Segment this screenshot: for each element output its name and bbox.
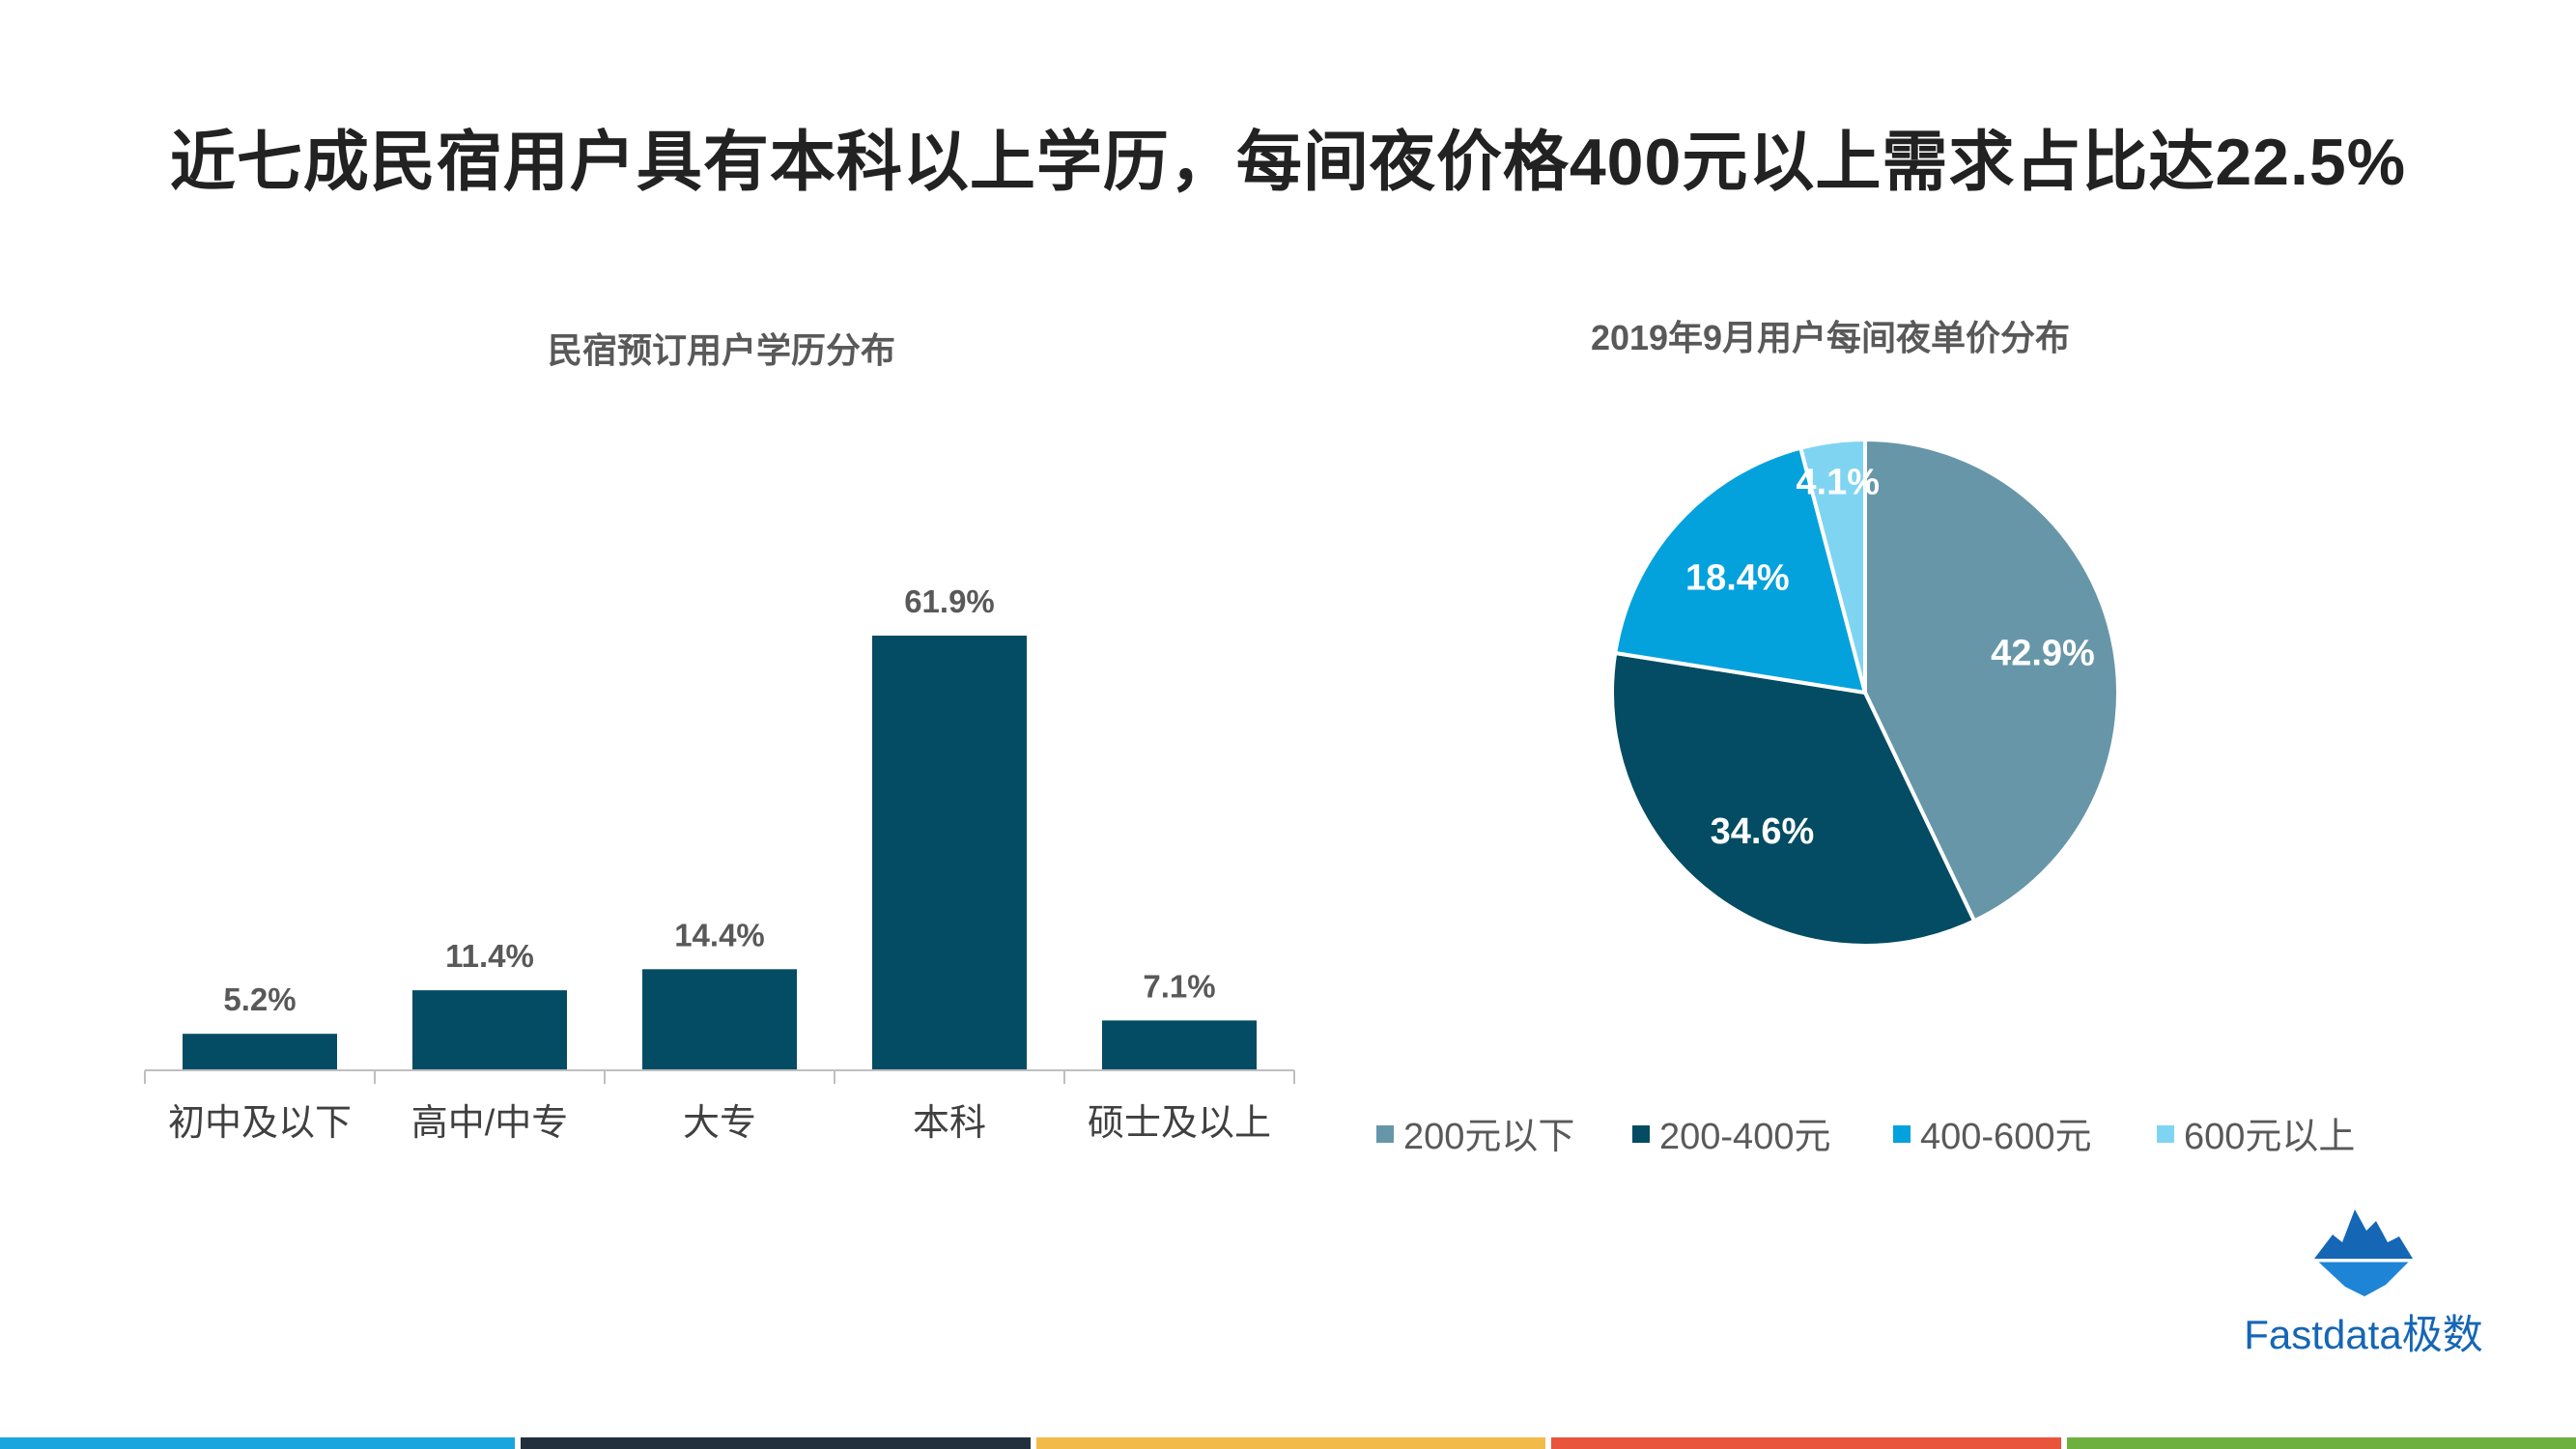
bottom-color-bar (1551, 1437, 2061, 1449)
fastdata-logo: Fastdata极数 (2244, 1209, 2483, 1357)
bar-4 (872, 636, 1027, 1070)
pie-chart-title: 2019年9月用户每间夜单价分布 (1591, 318, 2070, 357)
legend-swatch (1632, 1125, 1650, 1143)
bottom-color-bar (1035, 1437, 1546, 1449)
pie-value-label: 18.4% (1685, 558, 1790, 599)
bar-1 (183, 1034, 337, 1070)
x-tick-label: 大专 (683, 1103, 756, 1144)
legend-label: 600元以上 (2184, 1117, 2355, 1157)
bar-value-label: 7.1% (1143, 968, 1215, 1004)
legend-label: 400-600元 (1920, 1117, 2091, 1157)
legend-label: 200元以下 (1403, 1117, 1574, 1157)
bar-3 (642, 969, 797, 1070)
bar-value-label: 61.9% (904, 583, 995, 619)
logo-text: Fastdata极数 (2244, 1312, 2482, 1357)
x-tick-label: 初中及以下 (168, 1103, 352, 1144)
legend-swatch (1376, 1125, 1394, 1143)
pie-value-label: 42.9% (1991, 633, 2095, 673)
pie-slice-3 (1612, 445, 1868, 696)
x-tick-label: 高中/中专 (411, 1103, 569, 1144)
bar-5 (1102, 1020, 1257, 1070)
pie-value-label: 4.1% (1796, 463, 1880, 503)
pie-chart: 2019年9月用户每间夜单价分布 42.9% 34.6% 18.4% 4.1% 200… (1376, 318, 2355, 1157)
pie-slice-4 (1798, 437, 1867, 694)
bar-value-label: 11.4% (445, 938, 534, 974)
bar-2 (412, 990, 567, 1070)
bottom-color-bar (521, 1437, 1031, 1449)
x-tick-label: 本科 (913, 1103, 986, 1144)
bar-chart: 民宿预订用户学历分布 5.2% 11.4% 14.4% 61.9% 7.1% 初中及以下… (144, 330, 1295, 1144)
legend-swatch (1893, 1125, 1911, 1143)
legend-swatch (2157, 1125, 2174, 1143)
bar-value-label: 14.4% (674, 917, 765, 952)
pie-slice-1 (1863, 437, 2120, 924)
pie-value-label: 34.6% (1711, 811, 1815, 852)
pie-slice-2 (1610, 650, 1977, 948)
bar-value-label: 5.2% (223, 981, 296, 1017)
bar-chart-title: 民宿预订用户学历分布 (548, 330, 895, 370)
page-title: 近七成民宿用户具有本科以上学历，每间夜价格400元以上需求占比达22.5% (169, 126, 2407, 199)
legend-label: 200-400元 (1659, 1117, 1830, 1157)
bottom-color-bar (2066, 1437, 2576, 1449)
iceberg-icon (2312, 1209, 2415, 1296)
bottom-color-bar (0, 1437, 516, 1449)
x-tick-label: 硕士及以上 (1088, 1103, 1271, 1144)
